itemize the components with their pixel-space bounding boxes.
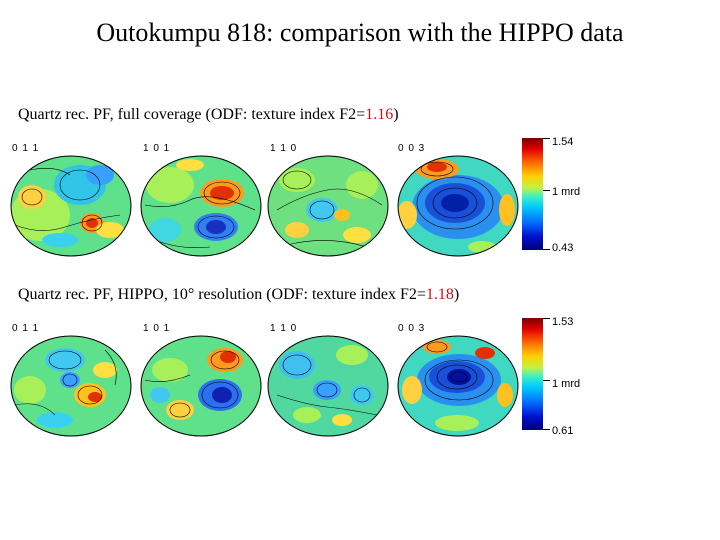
- row1-colorbar-min-label: 0.43: [552, 242, 574, 254]
- row1-pole-figure-011: [10, 155, 132, 257]
- row1-colorbar: [522, 138, 543, 250]
- row1-caption: Quartz rec. PF, full coverage (ODF: text…: [18, 106, 399, 124]
- row2-colorbar-min-label: 0.61: [552, 425, 574, 437]
- row1-colorbar-mid-tick: [543, 190, 550, 191]
- row2-pf-label-101: 1 0 1: [143, 323, 171, 334]
- row2-pf-label-011: 0 1 1: [12, 323, 40, 334]
- row1-pf-label-011: 0 1 1: [12, 143, 40, 154]
- row1-colorbar-max-label: 1.54: [552, 136, 574, 148]
- row1-caption-prefix: Quartz rec. PF, full coverage (ODF: text…: [18, 106, 366, 123]
- row1-texture-index: 1.16: [365, 106, 394, 123]
- row2-colorbar-max-tick: [543, 318, 550, 319]
- row2-caption: Quartz rec. PF, HIPPO, 10° resolution (O…: [18, 286, 459, 304]
- row1-pole-figure-101: [140, 155, 262, 257]
- row2-caption-suffix: ): [453, 286, 460, 303]
- row1-pf-label-101: 1 0 1: [143, 143, 171, 154]
- slide-title: Outokumpu 818: comparison with the HIPPO…: [96, 18, 624, 47]
- row2-pf-label-003: 0 0 3: [398, 323, 426, 334]
- row2-colorbar-mid-tick: [543, 380, 550, 381]
- row1-pf-label-110: 1 1 0: [270, 143, 298, 154]
- row2-pf-label-110: 1 1 0: [270, 323, 298, 334]
- row1-colorbar-mid-label: 1 mrd: [552, 186, 581, 198]
- row1-pole-figure-003: [397, 155, 519, 257]
- row1-pole-figure-110: [267, 155, 389, 257]
- row2-caption-prefix: Quartz rec. PF, HIPPO, 10° resolution (O…: [18, 286, 426, 303]
- row2-colorbar-min-tick: [543, 429, 550, 430]
- row2-texture-index: 1.18: [425, 286, 454, 303]
- row2-pole-figure-110: [267, 335, 389, 437]
- row2-pole-figure-011: [10, 335, 132, 437]
- row1-pf-label-003: 0 0 3: [398, 143, 426, 154]
- row1-colorbar-max-tick: [543, 138, 550, 139]
- row1-caption-suffix: ): [393, 106, 399, 123]
- row2-colorbar: [522, 318, 543, 430]
- row2-colorbar-mid-label: 1 mrd: [552, 378, 581, 390]
- row2-colorbar-max-label: 1.53: [552, 316, 574, 328]
- row2-pole-figure-003: [397, 335, 519, 437]
- row1-colorbar-min-tick: [543, 249, 550, 250]
- row2-pole-figure-101: [140, 335, 262, 437]
